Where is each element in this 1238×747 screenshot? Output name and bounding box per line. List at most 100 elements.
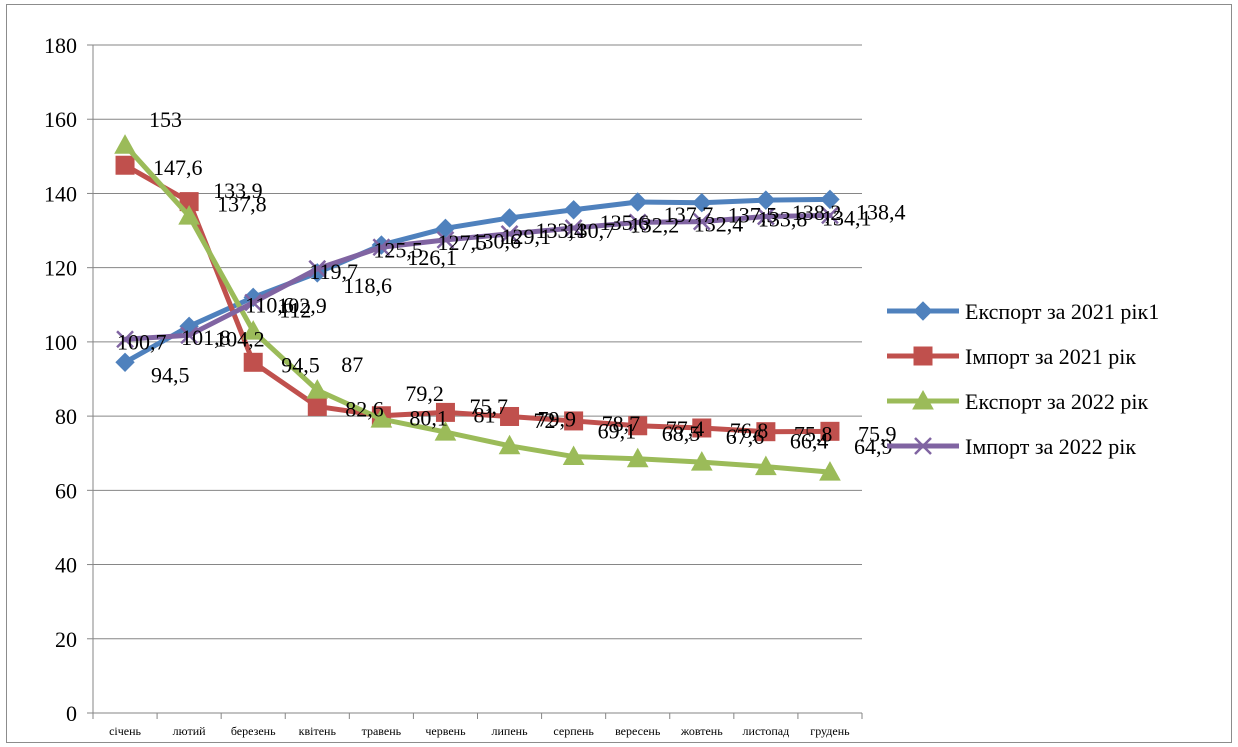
chart-frame: 0 20 40 60 80 100 120 140 160 180 січень лютий берез… [6,4,1232,743]
data-point [370,408,393,428]
data-label: 75,9 [858,421,897,446]
data-label: 129,1 [502,224,551,249]
data-point [563,200,584,220]
data-label: 137,7 [664,202,714,227]
data-point [628,213,647,232]
legend-swatch-marker [914,437,932,455]
y-tick-label: 160 [44,107,77,132]
data-point [628,192,648,212]
legend-entry: Імпорт за 2022 рік [887,434,1136,459]
data-label: 127,5 [437,230,487,255]
data-label: 79,2 [405,381,444,406]
x-tick-label: серпень [553,724,594,738]
data-label: 135,6 [600,210,650,235]
y-tick-label: 100 [44,330,77,355]
data-label: 78,7 [602,411,641,436]
legend: Експорт за 2021 рік1 Імпорт за 2021 рік Ек… [887,299,1159,459]
y-tick-label: 180 [44,33,77,58]
data-point [692,212,711,231]
y-tick-label: 80 [55,404,77,429]
data-point [307,396,327,416]
data-label: 75,7 [469,394,508,419]
y-tick-label: 120 [44,256,77,281]
data-point [178,205,200,225]
data-label: 101,8 [181,325,231,350]
data-label: 67,6 [726,424,765,449]
data-point [690,451,713,471]
legend-label: Експорт за 2022 рік [965,389,1149,414]
data-point [498,434,521,455]
data-label: 134,1 [822,205,872,230]
x-tick-label: лютий [173,724,206,738]
data-point [372,238,391,257]
x-tick-label: березень [231,724,276,738]
data-point [180,326,199,345]
data-point [116,330,134,349]
data-label: 137,5 [728,203,778,228]
legend-entry: Експорт за 2021 рік1 [887,299,1159,324]
data-point [244,293,263,312]
data-point [114,134,136,154]
data-label: 138,2 [792,200,842,225]
axes: 0 20 40 60 80 100 120 140 160 180 січень лютий берез… [44,33,863,738]
data-label: 81 [473,402,495,427]
y-tick-label: 60 [55,478,77,503]
x-tick-label: вересень [615,724,661,738]
data-point [242,320,265,340]
data-label: 126,1 [407,245,457,270]
series-line [122,212,833,342]
data-point [628,416,648,436]
data-label: 153 [149,107,182,132]
data-point [564,219,583,237]
data-point [756,190,776,210]
data-label: 130,6 [471,228,521,253]
data-label: 130,7 [566,218,616,243]
data-point [820,421,840,441]
data-label: 94,5 [151,362,190,387]
x-tick-label: квітень [299,724,337,738]
data-label: 104,2 [215,326,265,351]
data-label: 125,5 [373,237,423,262]
data-label: 137,8 [217,192,267,217]
data-point [756,422,776,442]
x-tick-label: січень [109,724,141,738]
x-tick-label: травень [362,724,402,738]
x-tick-label: червень [425,724,466,738]
data-point [500,225,519,243]
y-tick-label: 40 [55,553,77,578]
data-point [626,447,649,468]
data-point [115,155,135,175]
data-point [562,445,585,466]
data-label: 133,4 [536,218,586,243]
data-point [821,206,839,225]
data-label: 118,6 [343,273,392,298]
data-label: 132,2 [630,212,680,237]
legend-swatch-marker [913,301,933,321]
series-1 [115,189,840,373]
y-tick-label: 140 [44,181,77,206]
data-label: 110,6 [245,293,294,318]
data-point [243,352,263,372]
data-label: 132,4 [694,212,744,237]
data-label: 76,8 [730,418,769,443]
series-line [122,196,833,365]
series-line [122,142,833,475]
data-label: 138,4 [856,199,906,224]
data-point [115,352,135,373]
data-label: 112 [279,297,311,322]
data-label: 94,5 [281,352,320,377]
y-tick-label: 0 [66,701,77,726]
data-label: 102,9 [277,293,327,318]
data-label: 80,1 [409,406,448,431]
data-point [499,208,520,228]
line-chart: 0 20 40 60 80 100 120 140 160 180 січень лютий берез… [44,33,1159,738]
x-tick-label: липень [492,724,529,738]
y-tick-label: 20 [55,627,77,652]
data-label: 75,8 [794,422,833,447]
x-tick-label: листопад [743,724,790,738]
data-point [564,411,584,431]
series [114,134,841,481]
gridlines [93,44,862,640]
data-label: 68,5 [662,421,701,446]
legend-swatch-marker [913,346,933,366]
